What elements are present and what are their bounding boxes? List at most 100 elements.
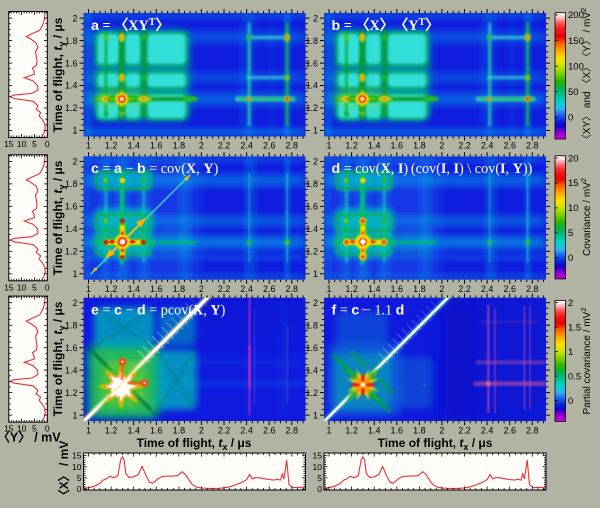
svg-text:2.2: 2.2 [218, 141, 231, 151]
svg-text:5: 5 [568, 228, 573, 239]
svg-text:2.4: 2.4 [240, 141, 253, 151]
svg-text:1.2: 1.2 [345, 141, 358, 151]
svg-text:〈XY〉 and 〈X〉〈Y〉 / mV2: 〈XY〉 and 〈X〉〈Y〉 / mV2 [579, 8, 594, 144]
svg-text:50: 50 [568, 87, 579, 98]
svg-text:5: 5 [77, 473, 82, 483]
svg-text:2: 2 [72, 13, 77, 23]
svg-text:2.6: 2.6 [503, 425, 516, 435]
svg-text:Time of flight, tx / μs: Time of flight, tx / μs [378, 436, 493, 452]
svg-text:2.8: 2.8 [286, 425, 299, 435]
svg-text:2: 2 [568, 298, 573, 309]
svg-text:1: 1 [568, 347, 573, 358]
svg-text:1.8: 1.8 [65, 179, 78, 189]
svg-text:1.8: 1.8 [305, 179, 318, 189]
svg-text:0: 0 [317, 484, 322, 494]
svg-text:1.2: 1.2 [345, 284, 358, 294]
svg-text:1.4: 1.4 [305, 365, 318, 375]
svg-text:2.6: 2.6 [263, 284, 276, 294]
svg-text:5: 5 [32, 139, 37, 149]
svg-text:1.4: 1.4 [65, 365, 78, 375]
svg-text:1: 1 [326, 284, 331, 294]
svg-text:2: 2 [72, 157, 77, 167]
svg-text:2: 2 [313, 298, 318, 308]
svg-text:10: 10 [313, 462, 323, 472]
svg-text:1: 1 [72, 269, 77, 279]
svg-text:1.6: 1.6 [65, 58, 78, 68]
svg-text:2.4: 2.4 [481, 141, 494, 151]
svg-text:0: 0 [45, 282, 50, 292]
svg-text:2.4: 2.4 [240, 284, 253, 294]
svg-text:1.6: 1.6 [305, 202, 318, 212]
svg-text:1.2: 1.2 [65, 103, 78, 113]
svg-text:1.8: 1.8 [305, 36, 318, 46]
svg-text:1.8: 1.8 [413, 425, 426, 435]
svg-text:1: 1 [313, 410, 318, 420]
svg-text:0: 0 [45, 424, 50, 434]
svg-text:1.4: 1.4 [127, 284, 140, 294]
svg-text:〈X〉 / mV: 〈X〉 / mV [56, 441, 71, 502]
svg-text:10: 10 [568, 203, 579, 214]
svg-text:2.6: 2.6 [503, 141, 516, 151]
svg-text:2.2: 2.2 [458, 425, 471, 435]
svg-text:1.8: 1.8 [305, 320, 318, 330]
svg-text:1: 1 [72, 126, 77, 136]
svg-text:15: 15 [313, 451, 323, 461]
svg-text:1.2: 1.2 [105, 425, 118, 435]
svg-text:100: 100 [568, 61, 584, 72]
svg-text:Covariance / mV2: Covariance / mV2 [579, 178, 594, 256]
svg-text:1.4: 1.4 [368, 141, 381, 151]
svg-text:2.4: 2.4 [240, 425, 253, 435]
svg-text:200: 200 [568, 10, 584, 21]
svg-text:1.2: 1.2 [305, 247, 318, 257]
svg-text:2: 2 [439, 284, 444, 294]
svg-text:1.4: 1.4 [65, 81, 78, 91]
svg-text:2.2: 2.2 [218, 425, 231, 435]
svg-text:5: 5 [32, 282, 37, 292]
svg-text:15: 15 [4, 282, 14, 292]
svg-text:15: 15 [4, 424, 14, 434]
svg-text:2: 2 [439, 425, 444, 435]
svg-text:2.2: 2.2 [458, 284, 471, 294]
svg-text:1.8: 1.8 [65, 320, 78, 330]
svg-text:1.6: 1.6 [391, 425, 404, 435]
svg-text:1.2: 1.2 [105, 284, 118, 294]
svg-text:2: 2 [199, 141, 204, 151]
svg-text:1.2: 1.2 [105, 141, 118, 151]
svg-text:1.2: 1.2 [305, 388, 318, 398]
svg-text:2.6: 2.6 [263, 425, 276, 435]
svg-text:1.6: 1.6 [150, 141, 163, 151]
svg-text:0: 0 [45, 139, 50, 149]
svg-text:1.2: 1.2 [65, 388, 78, 398]
svg-text:1: 1 [72, 410, 77, 420]
svg-text:Time of flight, tx / μs: Time of flight, tx / μs [137, 436, 252, 452]
svg-text:1.8: 1.8 [173, 284, 186, 294]
svg-text:2: 2 [313, 13, 318, 23]
svg-text:10: 10 [72, 462, 82, 472]
svg-text:2.8: 2.8 [526, 284, 539, 294]
svg-text:15: 15 [72, 451, 82, 461]
svg-text:1.2: 1.2 [345, 425, 358, 435]
svg-text:1.4: 1.4 [127, 141, 140, 151]
svg-text:2.4: 2.4 [481, 284, 494, 294]
svg-text:1.2: 1.2 [65, 247, 78, 257]
svg-text:2: 2 [72, 298, 77, 308]
svg-text:1: 1 [326, 141, 331, 151]
svg-text:2.6: 2.6 [263, 141, 276, 151]
svg-text:1.4: 1.4 [305, 224, 318, 234]
svg-text:5: 5 [32, 424, 37, 434]
svg-text:Time of flight, ty / μs: Time of flight, ty / μs [51, 160, 67, 275]
svg-text:b = 〈X〉〈YT〉: b = 〈X〉〈YT〉 [332, 16, 440, 34]
svg-text:2: 2 [199, 425, 204, 435]
svg-text:1.6: 1.6 [305, 343, 318, 353]
svg-text:a = 〈XYT〉: a = 〈XYT〉 [91, 16, 170, 34]
svg-text:2.6: 2.6 [503, 284, 516, 294]
svg-text:1.8: 1.8 [173, 141, 186, 151]
svg-text:5: 5 [317, 473, 322, 483]
svg-text:1.8: 1.8 [413, 141, 426, 151]
svg-text:10: 10 [17, 139, 27, 149]
svg-text:Time of flight, ty / μs: Time of flight, ty / μs [51, 301, 67, 416]
svg-text:2: 2 [199, 284, 204, 294]
svg-text:150: 150 [568, 36, 584, 47]
svg-text:2.2: 2.2 [458, 141, 471, 151]
svg-text:c = a − b = cov(X, Y): c = a − b = cov(X, Y) [91, 161, 219, 177]
